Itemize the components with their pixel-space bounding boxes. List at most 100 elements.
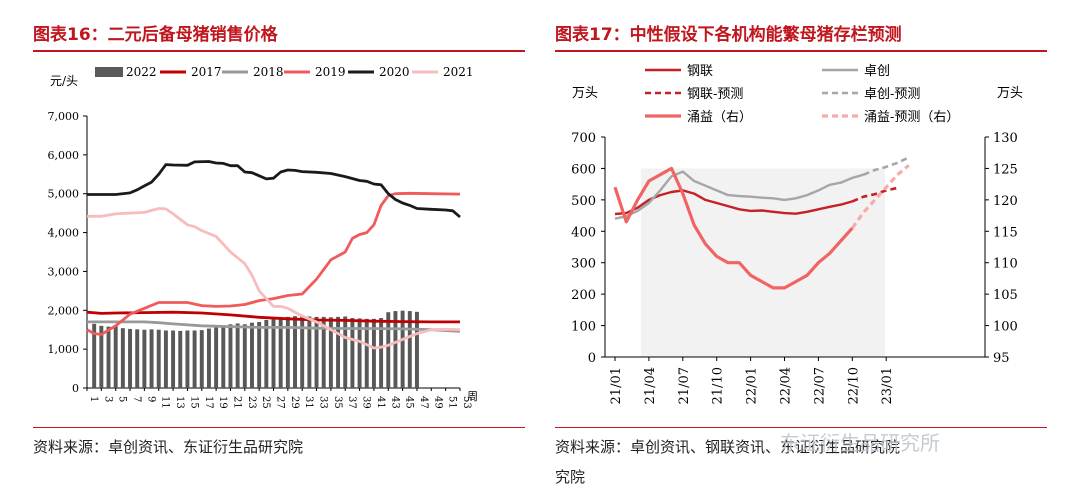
right-x-tick-label: 21/04 xyxy=(643,367,658,404)
left-x-tick-label: 11 xyxy=(160,396,171,409)
bar-2022 xyxy=(300,315,305,388)
left-y-tick-label: 5,000 xyxy=(48,188,80,201)
right-y-axis-label-left: 万头 xyxy=(572,86,598,101)
right-right-y-tick-label: 130 xyxy=(993,131,1018,146)
line-series-2019 xyxy=(86,191,461,336)
right-source-text: 资料来源：卓创资讯、钢联资讯、东证衍生品研究院 xyxy=(555,438,901,456)
bar-2022 xyxy=(99,325,104,388)
left-x-tick-label: 51 xyxy=(447,396,458,409)
line-series-2017 xyxy=(86,310,460,324)
right-x-tick-label: 22/07 xyxy=(812,367,827,404)
left-x-axis-label: 周 xyxy=(467,390,478,403)
right-left-y-tick-label: 600 xyxy=(571,162,596,177)
right-right-y-tick-label: 95 xyxy=(993,351,1010,366)
bar-2022 xyxy=(250,322,254,388)
left-x-tick-label: 15 xyxy=(188,396,199,409)
bar-2022 xyxy=(285,316,290,388)
bar-2022 xyxy=(393,311,398,388)
right-line-series-3 xyxy=(863,156,910,176)
right-x-tick-label: 22/10 xyxy=(846,367,861,404)
right-chart-title: 图表17：中性假设下各机构能繁母猪存栏预测 xyxy=(555,25,902,45)
bar-2022 xyxy=(171,330,176,388)
bar-2022 xyxy=(178,330,183,388)
right-x-tick-label: 21/07 xyxy=(677,367,692,404)
bar-2022 xyxy=(235,323,240,388)
left-x-tick-label: 33 xyxy=(318,396,329,409)
right-left-y-tick-label: 200 xyxy=(571,288,596,303)
bar-2022 xyxy=(228,324,233,388)
left-x-tick-label: 43 xyxy=(389,396,400,409)
bar-2022 xyxy=(414,311,419,388)
bar-2022 xyxy=(199,330,204,388)
left-x-tick-label: 7 xyxy=(131,396,142,402)
line-series-2021 xyxy=(87,207,461,350)
legend-label-right-5: 涌益-预测（右） xyxy=(864,110,959,125)
bar-2022 xyxy=(106,326,111,388)
bar-2022 xyxy=(113,325,118,388)
right-left-y-tick-label: 500 xyxy=(571,194,596,209)
bar-2022 xyxy=(321,316,326,388)
bar-2022 xyxy=(400,310,405,388)
left-x-tick-label: 5 xyxy=(117,396,128,402)
bar-2022 xyxy=(336,316,341,388)
line-series-2020 xyxy=(87,160,461,219)
right-right-y-tick-label: 110 xyxy=(993,257,1018,272)
bar-2022 xyxy=(364,318,369,388)
bar-2022 xyxy=(371,318,376,388)
legend-label-2017: 2017 xyxy=(191,65,222,79)
left-x-tick-label: 23 xyxy=(246,396,257,409)
legend-label-2018: 2018 xyxy=(253,65,284,79)
left-x-tick-label: 13 xyxy=(174,396,185,409)
right-left-y-tick-label: 100 xyxy=(571,320,596,335)
bar-2022 xyxy=(350,318,355,388)
right-right-y-tick-label: 100 xyxy=(993,320,1018,335)
right-line-series-5 xyxy=(851,164,910,230)
right-left-y-tick-label: 0 xyxy=(588,351,596,366)
left-x-tick-label: 19 xyxy=(217,396,228,409)
left-x-tick-label: 35 xyxy=(332,396,343,409)
bar-2022 xyxy=(142,329,147,388)
left-x-tick-label: 47 xyxy=(418,396,429,409)
bar-2022 xyxy=(314,316,319,388)
bar-2022 xyxy=(214,326,219,388)
bar-2022 xyxy=(149,329,154,388)
right-right-y-tick-label: 105 xyxy=(993,288,1018,303)
legend-swatch-2022 xyxy=(95,67,123,77)
shaded-region xyxy=(640,168,885,357)
bar-2022 xyxy=(135,329,140,388)
right-line-series-4 xyxy=(613,166,854,290)
bar-2022 xyxy=(307,316,312,388)
left-x-tick-label: 21 xyxy=(231,396,242,409)
left-title-rule xyxy=(33,50,525,52)
left-x-tick-label: 29 xyxy=(289,396,300,409)
bar-2022 xyxy=(221,325,226,388)
right-left-y-tick-label: 400 xyxy=(571,225,596,240)
bar-2022 xyxy=(128,328,133,388)
bar-2022 xyxy=(271,318,276,388)
right-x-tick-label: 22/01 xyxy=(745,367,760,404)
right-right-y-tick-label: 120 xyxy=(993,194,1018,209)
legend-label-right-4: 涌益（右） xyxy=(687,110,752,125)
left-y-tick-label: 0 xyxy=(72,382,79,395)
right-x-tick-label: 21/10 xyxy=(711,367,726,404)
left-x-tick-label: 49 xyxy=(432,396,443,409)
legend-label-2021: 2021 xyxy=(443,65,474,79)
left-source-text: 资料来源：卓创资讯、东证衍生品研究院 xyxy=(33,438,304,456)
watermark-text: 东证衍生品研究所 xyxy=(780,431,940,455)
left-x-tick-label: 41 xyxy=(375,396,386,409)
right-left-y-tick-label: 700 xyxy=(571,131,596,146)
right-right-y-tick-label: 125 xyxy=(993,162,1018,177)
left-x-tick-label: 37 xyxy=(346,396,357,409)
right-x-tick-label: 23/01 xyxy=(880,367,895,404)
left-x-tick-label: 25 xyxy=(260,396,271,409)
bar-2022 xyxy=(242,324,247,388)
left-x-tick-label: 31 xyxy=(303,396,314,409)
legend-label-2019: 2019 xyxy=(315,65,346,79)
right-line-series-2 xyxy=(614,170,864,220)
bar-2022 xyxy=(278,318,283,388)
legend-label-right-2: 钢联-预测 xyxy=(687,87,743,102)
left-source-rule xyxy=(33,427,525,428)
legend-label-2022: 2022 xyxy=(126,65,157,79)
